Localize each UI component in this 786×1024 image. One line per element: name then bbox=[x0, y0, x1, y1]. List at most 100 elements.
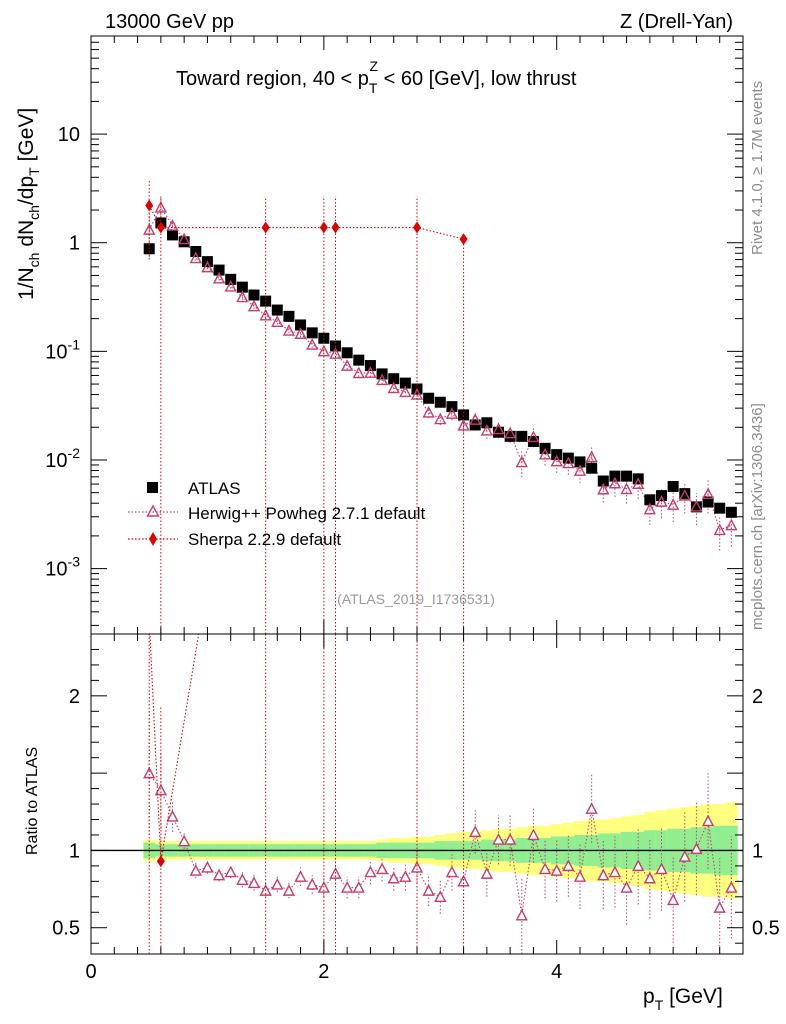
main-panel: 0 2 4 10-3 10-2 10-1 1 10 0.5 0.5 1 1 2 2 bbox=[45, 35, 780, 983]
herwig-point bbox=[550, 454, 563, 467]
herwig-ratio-point bbox=[399, 870, 412, 882]
atlas-point bbox=[690, 501, 702, 513]
herwig-ratio-point bbox=[306, 877, 319, 890]
y-tick-label-ratio-left: 1 bbox=[69, 840, 80, 862]
herwig-point bbox=[224, 279, 237, 292]
herwig-ratio-point bbox=[527, 828, 540, 841]
herwig-point bbox=[317, 344, 331, 357]
y-tick-label-main: 10-2 bbox=[45, 445, 80, 472]
herwig-point bbox=[655, 495, 668, 507]
y-tick-label-main: 10-3 bbox=[45, 554, 80, 581]
atlas-point bbox=[725, 506, 737, 518]
herwig-ratio-point bbox=[212, 868, 226, 881]
y-tick-label-main: 1 bbox=[69, 233, 80, 255]
herwig-point bbox=[725, 518, 738, 531]
herwig-ratio-point bbox=[492, 833, 505, 845]
atlas-point bbox=[341, 347, 353, 359]
plot-title: Toward region, 40 < pTZ < 60 [GeV], low … bbox=[176, 58, 577, 96]
atlas-point bbox=[702, 496, 714, 508]
analysis-watermark: (ATLAS_2019_I1736531) bbox=[337, 591, 495, 607]
atlas-point bbox=[434, 396, 446, 408]
atlas-point bbox=[178, 236, 190, 248]
herwig-ratio-point bbox=[701, 814, 715, 827]
atlas-point bbox=[597, 475, 609, 487]
atlas-point bbox=[306, 327, 318, 339]
herwig-ratio-point bbox=[725, 881, 738, 893]
herwig-point bbox=[387, 381, 400, 394]
herwig-ratio-point bbox=[364, 865, 377, 878]
herwig-ratio-point bbox=[352, 881, 365, 893]
legend-atlas-label: ATLAS bbox=[188, 479, 241, 498]
atlas-point bbox=[353, 354, 365, 366]
herwig-point bbox=[480, 423, 494, 436]
herwig-point bbox=[620, 482, 633, 495]
sherpa-point bbox=[156, 221, 165, 234]
sherpa-point bbox=[145, 199, 154, 212]
herwig-ratio-point bbox=[375, 862, 389, 875]
atlas-point bbox=[551, 449, 563, 461]
legend-atlas-marker bbox=[147, 482, 158, 493]
header-left: 13000 GeV pp bbox=[105, 11, 234, 33]
herwig-ratio-point bbox=[573, 870, 587, 882]
herwig-point bbox=[294, 327, 307, 339]
herwig-point bbox=[562, 456, 575, 469]
herwig-point bbox=[177, 232, 191, 245]
herwig-point bbox=[445, 407, 459, 419]
herwig-point bbox=[282, 324, 296, 336]
herwig-point bbox=[643, 502, 657, 515]
herwig-point bbox=[306, 338, 319, 350]
legend-herwig-marker bbox=[146, 504, 160, 517]
herwig-point bbox=[515, 455, 528, 468]
herwig-ratio-point bbox=[690, 842, 703, 855]
herwig-point bbox=[364, 366, 377, 378]
sherpa-point bbox=[459, 233, 468, 246]
mcplots-label: mcplots.cern.ch [arXiv:1306.3436] bbox=[749, 403, 766, 630]
x-axis-label: pT [GeV] bbox=[643, 985, 723, 1013]
herwig-point bbox=[352, 366, 365, 379]
atlas-point bbox=[621, 470, 633, 482]
herwig-point bbox=[632, 477, 645, 490]
herwig-ratio-point bbox=[294, 870, 307, 882]
herwig-ratio-point bbox=[620, 881, 633, 893]
y-tick-label-ratio-left: 2 bbox=[69, 686, 80, 708]
atlas-point bbox=[446, 401, 458, 413]
y-axis-label-main: 1/Nch dNch/dpT [GeV] bbox=[15, 108, 42, 300]
herwig-point bbox=[597, 482, 610, 495]
atlas-point bbox=[493, 426, 504, 438]
herwig-ratio-point bbox=[608, 865, 622, 878]
herwig-ratio-point bbox=[562, 859, 575, 872]
herwig-ratio-point bbox=[177, 834, 191, 847]
rivet-label: Rivet 4.1.0, ≥ 1.7M events bbox=[749, 81, 766, 255]
legend-sherpa-marker bbox=[149, 532, 157, 546]
herwig-ratio-point bbox=[550, 864, 563, 876]
atlas-point bbox=[469, 419, 481, 431]
atlas-point bbox=[609, 470, 621, 482]
herwig-ratio-point bbox=[585, 802, 598, 814]
herwig-ratio-point bbox=[340, 881, 354, 893]
herwig-point bbox=[503, 426, 517, 439]
header-right: Z (Drell-Yan) bbox=[620, 11, 733, 33]
herwig-ratio-point bbox=[271, 877, 284, 890]
y-tick-label-main: 10 bbox=[58, 124, 80, 146]
atlas-point bbox=[295, 319, 307, 331]
herwig-point bbox=[340, 359, 354, 371]
atlas-point bbox=[481, 417, 493, 429]
herwig-ratio-point bbox=[597, 868, 610, 881]
herwig-point bbox=[189, 251, 202, 264]
herwig-point bbox=[247, 299, 261, 312]
atlas-point bbox=[190, 246, 202, 258]
atlas-point bbox=[388, 373, 400, 385]
herwig-ratio-point bbox=[632, 859, 645, 872]
herwig-ratio-point bbox=[236, 873, 249, 885]
herwig-ratio-point bbox=[445, 865, 459, 878]
legend-herwig-label: Herwig++ Powheg 2.7.1 default bbox=[188, 504, 425, 523]
atlas-point bbox=[318, 332, 330, 344]
y-tick-label-ratio-left: 0.5 bbox=[52, 918, 80, 940]
herwig-ratio-point bbox=[166, 809, 179, 822]
herwig-ratio-point bbox=[434, 890, 447, 903]
herwig-point bbox=[585, 450, 598, 463]
herwig-point bbox=[236, 290, 249, 303]
herwig-point bbox=[538, 447, 552, 460]
atlas-point bbox=[458, 409, 470, 421]
